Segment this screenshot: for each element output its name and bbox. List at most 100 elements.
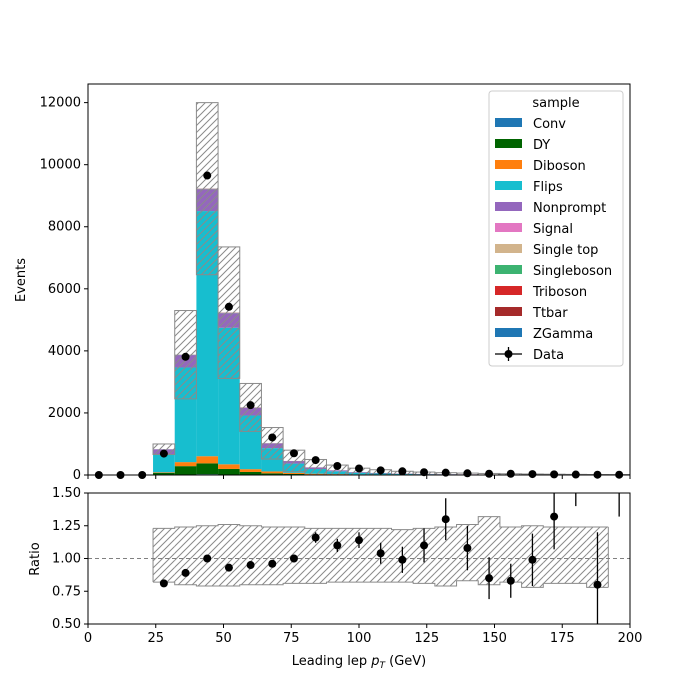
bar-diboson: [239, 469, 262, 472]
data-point: [420, 468, 429, 477]
data-point: [398, 467, 407, 476]
legend-swatch: [495, 223, 522, 232]
ratio-point: [159, 579, 168, 588]
x-tick-label: 175: [550, 631, 575, 646]
x-tick-label: 125: [414, 631, 439, 646]
data-point: [159, 449, 168, 458]
ratio-point: [485, 574, 494, 583]
ratio-y-axis-title: Ratio: [28, 542, 43, 575]
ratio-point: [355, 536, 363, 545]
legend-label: ZGamma: [533, 327, 593, 342]
legend-label: DY: [533, 138, 550, 153]
ratio-point: [506, 576, 515, 585]
bar-diboson: [283, 472, 305, 474]
data-point: [246, 401, 255, 410]
data-point: [506, 469, 515, 478]
ratio-band-bin: [499, 527, 522, 583]
y-tick-label: 6000: [48, 282, 81, 297]
bar-diboson: [153, 472, 175, 473]
y-tick-label: 8000: [48, 220, 81, 235]
ratio-point: [246, 561, 255, 570]
x-tick-label: 25: [147, 631, 164, 646]
legend-swatch: [495, 181, 522, 190]
data-point: [355, 464, 363, 473]
ratio-y-tick-label: 1.00: [52, 552, 81, 567]
y-tick-label: 10000: [40, 158, 81, 173]
legend-title: sample: [532, 96, 579, 111]
bar-dy: [196, 463, 219, 475]
data-point: [203, 171, 212, 180]
data-point: [528, 470, 537, 479]
ratio-band-bin: [543, 527, 565, 584]
ratio-point: [181, 568, 190, 577]
y-axis-title: Events: [14, 258, 29, 302]
data-point: [463, 469, 472, 478]
x-tick-label: 100: [347, 631, 372, 646]
bar-diboson: [261, 471, 284, 474]
ratio-point: [224, 563, 233, 572]
ratio-y-tick-label: 0.75: [52, 584, 81, 599]
data-point: [311, 456, 320, 465]
ratio-band-bin: [478, 516, 500, 585]
ratio-point: [550, 512, 559, 521]
uncertainty-bin: [260, 427, 284, 460]
data-point: [333, 462, 342, 471]
ratio-point: [268, 559, 277, 568]
legend-label: Singleboson: [533, 264, 612, 279]
legend-swatch: [495, 244, 522, 253]
y-tick-label: 4000: [48, 344, 81, 359]
data-point: [485, 469, 494, 478]
bar-dy: [239, 471, 262, 475]
ratio-band-bin: [304, 528, 327, 584]
ratio-band-lower-edge: [153, 580, 609, 588]
ratio-panel: 0.50 0.75 1.00 1.25 1.50 0 25 50 75 100 125 150 175…: [28, 486, 642, 671]
ratio-point: [311, 533, 320, 542]
ratio-band-upper-edge: [153, 516, 609, 531]
ratio-point: [376, 549, 385, 558]
legend-swatch: [495, 286, 522, 295]
uncertainty-bin: [195, 102, 219, 276]
x-tick-label: 75: [283, 631, 300, 646]
legend-label: Data: [533, 348, 564, 363]
ratio-point: [463, 544, 472, 553]
y-tick-label: 2000: [48, 406, 81, 421]
legend-swatch: [495, 202, 522, 211]
ratio-y-tick-label: 0.50: [52, 617, 81, 632]
legend-label: Triboson: [532, 285, 587, 300]
ratio-band-bin: [239, 525, 262, 585]
uncertainty-bin: [217, 246, 241, 379]
legend-swatch: [495, 139, 522, 148]
bar-dy: [261, 473, 284, 475]
legend: sample Conv DY Diboson Flips Nonprompt Signal…: [488, 90, 624, 367]
x-axis-ticks: [87, 475, 631, 479]
x-tick-label: 200: [618, 631, 643, 646]
legend-label: Signal: [533, 222, 573, 237]
ratio-x-axis-ticks: 0 25 50 75 100 125 150 175 200: [84, 624, 643, 646]
ratio-point: [441, 515, 450, 524]
ratio-point: [203, 554, 212, 563]
ratio-band-bin: [261, 527, 284, 585]
x-tick-label: 150: [482, 631, 507, 646]
legend-swatch: [495, 265, 522, 274]
ratio-band-bin: [564, 527, 587, 584]
data-point: [181, 352, 190, 361]
legend-label: Diboson: [533, 159, 586, 174]
bar-diboson: [174, 462, 197, 467]
bar-flips: [153, 454, 175, 473]
legend-label: Single top: [533, 243, 598, 258]
x-tick-label: 50: [215, 631, 232, 646]
ratio-band-bin: [218, 524, 240, 587]
main-panel: 0 2000 4000 6000 8000 10000 12000 Events sampl…: [14, 83, 631, 483]
legend-marker: [504, 350, 513, 358]
legend-swatch: [495, 328, 522, 337]
data-point: [550, 470, 559, 479]
ratio-y-axis-ticks: 0.50 0.75 1.00 1.25 1.50: [52, 486, 88, 632]
y-tick-label: 0: [73, 468, 81, 483]
bar-dy: [174, 466, 197, 475]
data-point: [224, 302, 233, 311]
bar-dy: [283, 473, 305, 475]
ratio-point: [333, 541, 342, 550]
data-point: [289, 449, 298, 458]
ratio-point: [398, 555, 407, 564]
ratio-point: [289, 554, 298, 563]
